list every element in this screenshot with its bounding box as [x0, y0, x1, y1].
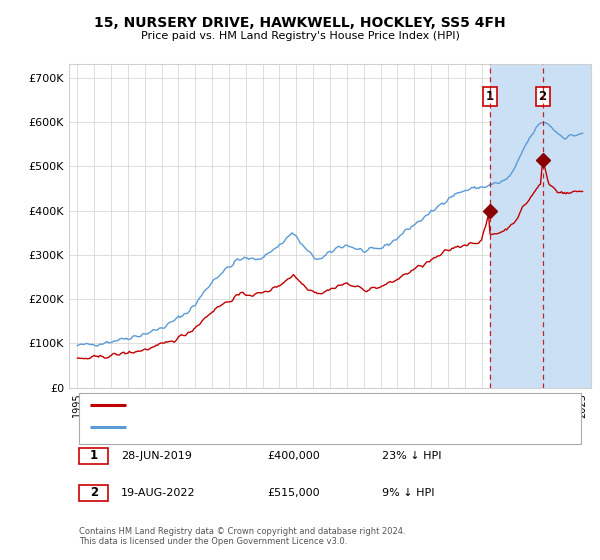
Text: 9% ↓ HPI: 9% ↓ HPI: [382, 488, 434, 498]
Text: £515,000: £515,000: [268, 488, 320, 498]
Text: Contains HM Land Registry data © Crown copyright and database right 2024.
This d: Contains HM Land Registry data © Crown c…: [79, 527, 406, 546]
Text: HPI: Average price, detached house, Rochford: HPI: Average price, detached house, Roch…: [134, 422, 358, 432]
Text: 28-JUN-2019: 28-JUN-2019: [121, 451, 192, 460]
Text: £400,000: £400,000: [268, 451, 320, 460]
Text: 2: 2: [90, 486, 98, 500]
Text: 19-AUG-2022: 19-AUG-2022: [121, 488, 196, 498]
Bar: [542, 64, 591, 388]
Text: 15, NURSERY DRIVE, HAWKWELL, HOCKLEY, SS5 4FH (detached house): 15, NURSERY DRIVE, HAWKWELL, HOCKLEY, SS…: [134, 400, 482, 410]
Bar: [490, 64, 542, 388]
Text: 23% ↓ HPI: 23% ↓ HPI: [382, 451, 442, 460]
Bar: [79, 447, 108, 464]
Bar: [79, 485, 108, 501]
Text: 1: 1: [90, 449, 98, 462]
Text: 1: 1: [486, 90, 494, 103]
Bar: [79, 393, 581, 444]
Text: Price paid vs. HM Land Registry's House Price Index (HPI): Price paid vs. HM Land Registry's House …: [140, 31, 460, 41]
Text: 15, NURSERY DRIVE, HAWKWELL, HOCKLEY, SS5 4FH: 15, NURSERY DRIVE, HAWKWELL, HOCKLEY, SS…: [94, 16, 506, 30]
Text: 2: 2: [539, 90, 547, 103]
